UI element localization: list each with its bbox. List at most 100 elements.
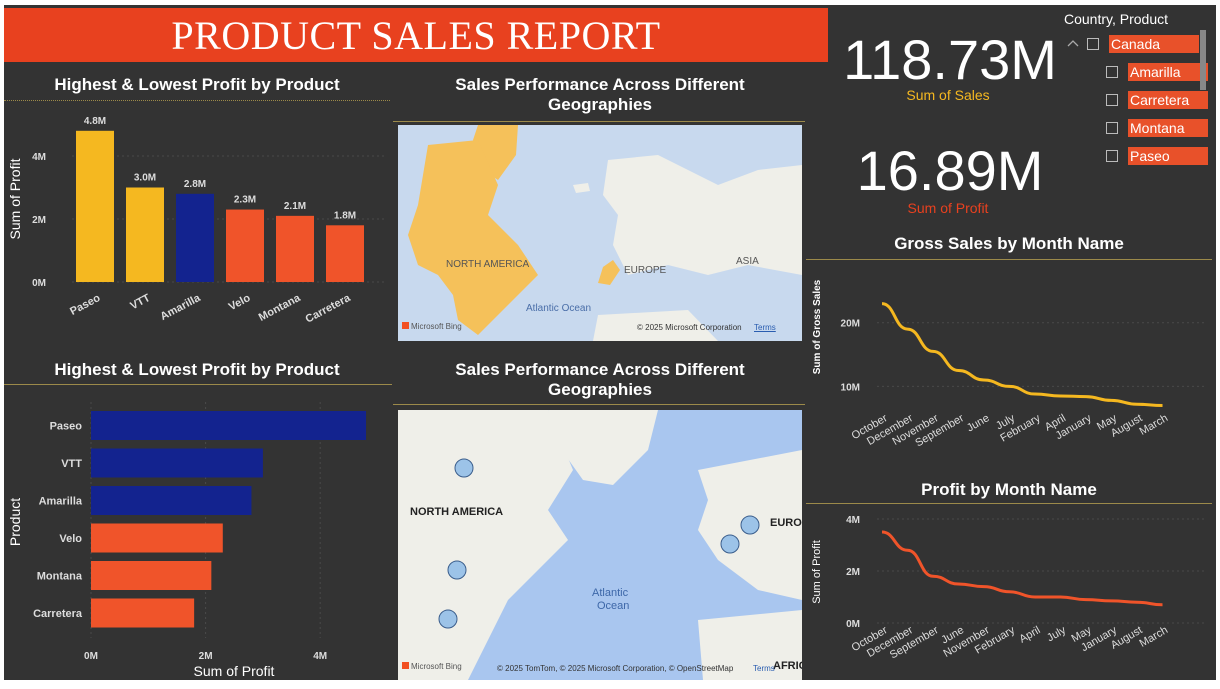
- x-tick-label: Velo: [227, 292, 253, 313]
- data-label: 2.8M: [184, 179, 206, 190]
- map-bubble: [454, 458, 474, 478]
- bar: [91, 561, 212, 590]
- checkbox[interactable]: [1106, 94, 1118, 106]
- iceland-shape: [573, 183, 590, 193]
- map1-terms-link[interactable]: Terms: [754, 323, 776, 332]
- map2-label-na: NORTH AMERICA: [410, 506, 504, 518]
- bar: [91, 486, 252, 515]
- y-tick-label: Paseo: [50, 421, 83, 433]
- x-axis-label: Sum of Profit: [194, 663, 275, 679]
- x-tick-label: VTT: [128, 292, 152, 312]
- y-tick-label: 20M: [841, 319, 860, 330]
- slicer-item-label: Carretera: [1128, 91, 1208, 109]
- bar: [76, 130, 114, 282]
- africa-shape: [593, 310, 718, 341]
- slicer-item-paseo[interactable]: Paseo: [1106, 146, 1208, 166]
- map2-terms-link[interactable]: Terms: [753, 664, 775, 673]
- data-label: 4.8M: [84, 116, 106, 127]
- x-tick-label: June: [965, 412, 992, 434]
- report-title: PRODUCT SALES REPORT: [171, 12, 661, 58]
- slicer-title: Country, Product: [1064, 11, 1169, 27]
- divider: [806, 503, 1212, 504]
- x-tick-label: Paseo: [68, 292, 102, 318]
- y-tick-label: 2M: [846, 567, 860, 578]
- y-tick-label: 2M: [32, 215, 46, 226]
- north-america-shape: [398, 410, 573, 680]
- slicer-item-carretera[interactable]: Carretera: [1106, 90, 1208, 110]
- profit-month-title: Profit by Month Name: [921, 480, 1097, 499]
- checkbox[interactable]: [1106, 66, 1118, 78]
- kpi-sales-value: 118.73M: [843, 28, 1057, 91]
- data-label: 2.1M: [284, 201, 306, 212]
- x-tick-label: 0M: [84, 651, 98, 662]
- profit-month-chart[interactable]: 0M2M4MOctoberDecemberSeptemberJuneNovemb…: [806, 506, 1212, 676]
- data-label: 1.8M: [334, 210, 356, 221]
- map2-bing-logo: Microsoft Bing: [402, 662, 462, 671]
- x-tick-label: Montana: [257, 292, 303, 324]
- bar: [91, 448, 263, 478]
- bar: [276, 215, 314, 282]
- slicer-item-label: Canada: [1109, 35, 1199, 53]
- divider: [393, 404, 805, 405]
- x-tick-label: 4M: [313, 651, 327, 662]
- kpi-sales-label: Sum of Sales: [906, 87, 990, 103]
- map2-copyright: © 2025 TomTom, © 2025 Microsoft Corporat…: [497, 664, 734, 673]
- gross-sales-chart[interactable]: 10M20MOctoberDecemberNovemberSeptemberJu…: [806, 262, 1212, 462]
- slicer-item-amarilla[interactable]: Amarilla: [1106, 62, 1208, 82]
- geo-map2-title: Sales Performance Across Different Geogr…: [455, 360, 745, 399]
- bar: [91, 598, 195, 628]
- map1-label-ocean: Atlantic Ocean: [526, 303, 592, 314]
- africa-shape: [698, 610, 802, 680]
- map1-copyright: © 2025 Microsoft Corporation: [637, 323, 742, 332]
- y-axis-label: Sum of Profit: [7, 158, 23, 239]
- data-label: 2.3M: [234, 195, 256, 206]
- profit-bar-chart[interactable]: 0M 2M 4M 4.8M Paseo 3.0M VTT 2.8M Amarilla 2.3M Ve…: [4, 104, 392, 340]
- europe-highlight: [598, 260, 620, 285]
- bar: [91, 411, 367, 440]
- kpi-profit-value: 16.89M: [856, 139, 1044, 202]
- north-america-shape: [408, 140, 538, 335]
- report-title-bar: PRODUCT SALES REPORT: [4, 8, 828, 62]
- profit-hbar-chart[interactable]: 0M 2M 4M Paseo VTT Amarilla Velo Montana Carrete…: [4, 392, 392, 680]
- checkbox[interactable]: [1106, 122, 1118, 134]
- series-line: [881, 530, 1163, 607]
- map-bubble: [447, 560, 467, 580]
- divider: [4, 384, 392, 385]
- bar: [176, 193, 214, 282]
- slicer-scrollbar[interactable]: [1200, 30, 1206, 90]
- series-line: [881, 302, 1163, 408]
- europe-shape: [603, 155, 802, 275]
- x-tick-label: 2M: [199, 651, 213, 662]
- map1-label-na: NORTH AMERICA: [446, 259, 530, 270]
- x-tick-label: April: [1017, 624, 1042, 645]
- geo-map-filled[interactable]: NORTH AMERICA EUROPE ASIA Atlantic Ocean…: [398, 125, 802, 341]
- gross-sales-title: Gross Sales by Month Name: [894, 234, 1124, 253]
- map1-label-asia: ASIA: [736, 256, 759, 267]
- map1-canvas: [408, 125, 802, 341]
- y-tick-label: Amarilla: [39, 496, 83, 508]
- map2-canvas: [398, 410, 802, 680]
- y-tick-label: Velo: [59, 533, 82, 545]
- chevron-up-icon[interactable]: [1066, 38, 1080, 48]
- profit-hbar-title: Highest & Lowest Profit by Product: [54, 360, 340, 379]
- y-tick-label: VTT: [61, 458, 82, 470]
- y-axis-label: Sum of Gross Sales: [812, 279, 823, 374]
- bar: [226, 209, 264, 282]
- map1-label-europe: EUROPE: [624, 265, 667, 276]
- map2-label-africa: AFRIC: [773, 660, 802, 672]
- geo-map-bubble[interactable]: NORTH AMERICA EUROP Atlantic Ocean AFRIC…: [398, 410, 802, 680]
- x-tick-label: Carretera: [304, 292, 354, 326]
- checkbox[interactable]: [1087, 38, 1099, 50]
- y-tick-label: 4M: [846, 515, 860, 526]
- checkbox[interactable]: [1106, 150, 1118, 162]
- slicer-item-montana[interactable]: Montana: [1106, 118, 1208, 138]
- divider: [4, 100, 390, 101]
- x-tick-label: March: [1138, 412, 1170, 438]
- map2-label-atlantic: Atlantic: [592, 587, 629, 599]
- y-tick-label: 10M: [841, 382, 860, 393]
- slicer-item-label: Paseo: [1128, 147, 1208, 165]
- map2-label-ocean: Ocean: [597, 600, 630, 612]
- profit-bar-title: Highest & Lowest Profit by Product: [54, 75, 340, 94]
- slicer-item-canada[interactable]: Canada: [1087, 34, 1199, 54]
- y-tick-label: Carretera: [33, 608, 83, 620]
